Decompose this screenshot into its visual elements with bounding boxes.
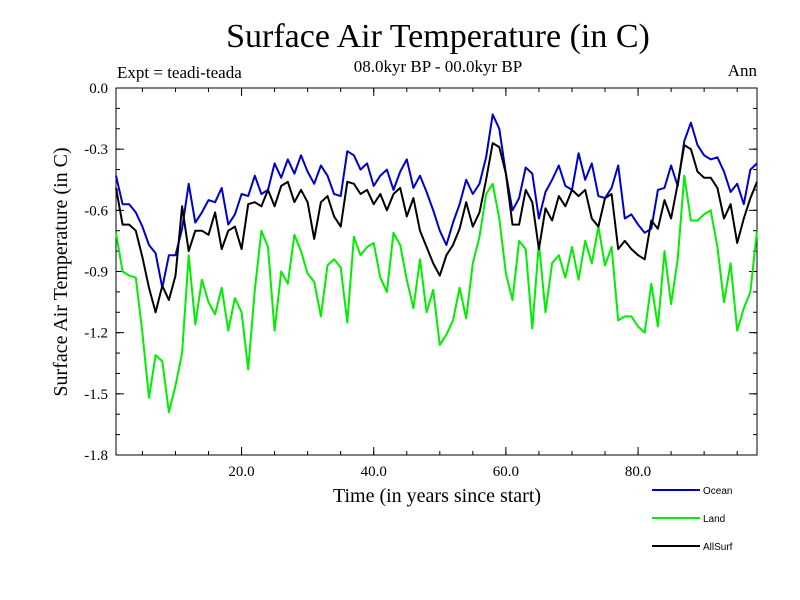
x-tick-label: 40.0: [361, 464, 387, 480]
chart-title: Surface Air Temperature (in C): [226, 18, 650, 55]
series-line-land: [115, 174, 758, 414]
y-tick-label: -1.2: [84, 326, 108, 342]
legend-label-land: Land: [703, 514, 725, 525]
x-tick-label: 20.0: [228, 464, 254, 480]
x-tick-label: 60.0: [493, 464, 519, 480]
legend: Ocean Land AllSurf: [652, 486, 733, 553]
y-tick-label: -1.5: [84, 387, 108, 403]
season-label: Ann: [728, 61, 758, 80]
chart-subtitle: 08.0kyr BP - 00.0kyr BP: [354, 57, 522, 76]
axis-ticks: 0.0 -0.3 -0.6 -0.9 -1.2 -1.5 -1.8 20.0 40.0 60.0 8…: [84, 81, 757, 480]
series-line-ocean: [115, 113, 758, 289]
experiment-label: Expt = teadi-teada: [117, 63, 242, 82]
series-group: [115, 113, 758, 414]
series-line-allsurf: [115, 142, 758, 314]
y-tick-label: -0.9: [84, 265, 108, 281]
x-axis-label: Time (in years since start): [333, 485, 541, 507]
y-tick-label: -0.6: [84, 203, 108, 219]
y-axis-label: Surface Air Temperature (in C): [50, 147, 72, 396]
x-tick-label: 80.0: [625, 464, 651, 480]
y-tick-label: -0.3: [84, 142, 108, 158]
y-tick-label: 0.0: [89, 81, 108, 97]
y-tick-label: -1.8: [84, 448, 108, 464]
legend-label-ocean: Ocean: [703, 486, 732, 497]
legend-label-allsurf: AllSurf: [703, 542, 733, 553]
